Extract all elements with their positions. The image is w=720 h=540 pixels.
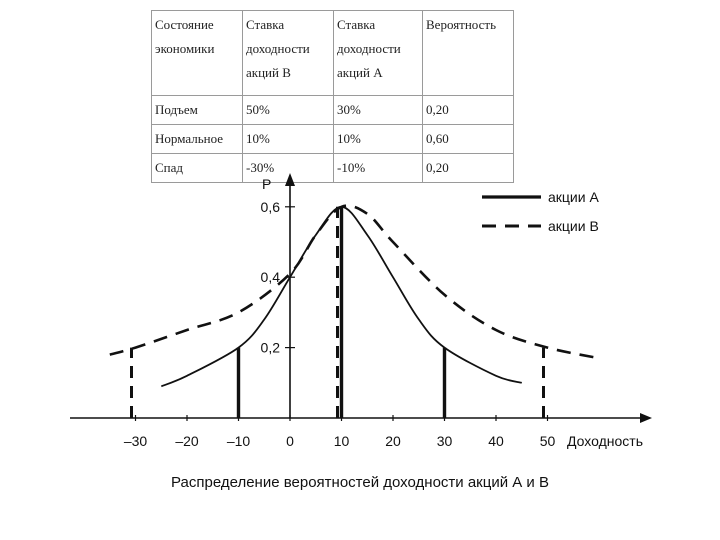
- y-tick-label: 0,2: [261, 340, 281, 356]
- series-b-curve: [109, 204, 600, 360]
- x-tick-label: 40: [488, 433, 504, 449]
- table-header-cell: Ставка доходности акций В: [242, 10, 334, 96]
- x-tick-label: 10: [334, 433, 350, 449]
- x-tick-label: –30: [124, 433, 148, 449]
- table-cell: 0,20: [422, 153, 514, 183]
- x-tick-label: –10: [227, 433, 251, 449]
- chart-bars: [130, 206, 545, 418]
- table-row: Подъем 50% 30% 0,20: [151, 95, 514, 125]
- table-header-cell: Вероятность: [422, 10, 514, 96]
- chart-curves: [109, 204, 600, 388]
- table-cell: Спад: [151, 153, 243, 183]
- table-row: Спад -30% -10% 0,20: [151, 153, 514, 183]
- table-header-row: Состояние экономики Ставка доходности ак…: [151, 10, 514, 96]
- x-axis-arrow: [640, 413, 652, 423]
- table-row: Нормальное 10% 10% 0,60: [151, 124, 514, 154]
- chart-caption: Распределение вероятностей доходности ак…: [171, 474, 549, 491]
- x-tick-label: 50: [540, 433, 556, 449]
- y-axis-arrow: [285, 173, 295, 186]
- x-tick-label: 30: [437, 433, 453, 449]
- y-tick-label: 0,6: [261, 199, 281, 215]
- chart-ticks: –30 –20 –10 0 10 20 30 40 50 Доходность 0,2 0,4 0,6 P: [124, 176, 643, 449]
- table-cell: 0,20: [422, 95, 514, 125]
- x-tick-label: 0: [286, 433, 294, 449]
- table-cell: 0,60: [422, 124, 514, 154]
- returns-table: Состояние экономики Ставка доходности ак…: [151, 10, 514, 183]
- x-tick-label: –20: [175, 433, 199, 449]
- y-tick-label: 0,4: [261, 269, 281, 285]
- legend-label: акции А: [548, 189, 599, 205]
- table-cell: -10%: [333, 153, 423, 183]
- x-tick-label: 20: [385, 433, 401, 449]
- y-axis-label: P: [262, 176, 271, 192]
- chart-legend: акции А акции В: [482, 189, 599, 234]
- table-cell: -30%: [242, 153, 334, 183]
- table-cell: Нормальное: [151, 124, 243, 154]
- legend-label: акции В: [548, 218, 599, 234]
- table-cell: Подъем: [151, 95, 243, 125]
- table-cell: 10%: [333, 124, 423, 154]
- x-axis-label: Доходность: [567, 433, 643, 449]
- table-header-cell: Состояние экономики: [151, 10, 243, 96]
